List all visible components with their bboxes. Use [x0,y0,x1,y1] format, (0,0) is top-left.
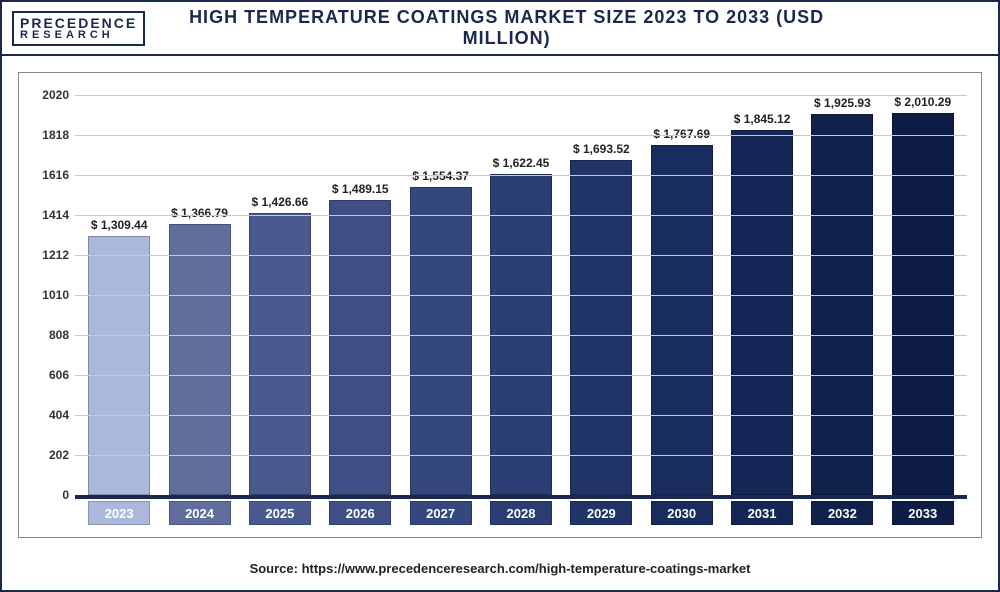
x-category-label: 2032 [811,501,873,525]
data-label: $ 1,845.12 [734,112,791,126]
grid-line [75,455,967,456]
grid-line [75,215,967,216]
x-category: 2032 [802,501,882,531]
x-category-label: 2029 [570,501,632,525]
data-label: $ 1,309.44 [91,218,148,232]
x-category: 2030 [642,501,722,531]
data-label: $ 1,767.69 [653,127,710,141]
y-tick-label: 2020 [27,88,69,102]
x-category-label: 2033 [892,501,954,525]
bar [892,113,954,495]
x-category-label: 2027 [410,501,472,525]
title-wrapper: HIGH TEMPERATURE COATINGS MARKET SIZE 20… [145,7,988,49]
logo-line2: RESEARCH [20,30,137,41]
grid-line [75,375,967,376]
data-label: $ 1,426.66 [252,195,309,209]
y-tick-label: 1414 [27,208,69,222]
y-tick-label: 606 [27,368,69,382]
x-category-label: 2026 [329,501,391,525]
x-category: 2033 [883,501,963,531]
x-category-label: 2031 [731,501,793,525]
bar [410,187,472,495]
y-tick-label: 1616 [27,168,69,182]
header: PRECEDENCE RESEARCH HIGH TEMPERATURE COA… [2,2,998,56]
bar [329,200,391,495]
grid-line [75,95,967,96]
x-category: 2025 [240,501,320,531]
grid-line [75,295,967,296]
x-category: 2031 [722,501,802,531]
chart-frame: PRECEDENCE RESEARCH HIGH TEMPERATURE COA… [0,0,1000,592]
x-category-label: 2028 [490,501,552,525]
logo: PRECEDENCE RESEARCH [12,11,145,46]
y-tick-label: 1212 [27,248,69,262]
x-category: 2023 [79,501,159,531]
x-axis-row: 2023 2024 2025 2026 2027 2028 2029 2030 2031 2032… [75,501,967,531]
data-label: $ 1,489.15 [332,182,389,196]
x-category-label: 2030 [651,501,713,525]
x-category: 2027 [400,501,480,531]
data-label: $ 1,925.93 [814,96,871,110]
data-label: $ 1,366.79 [171,206,228,220]
logo-line1: PRECEDENCE [20,16,137,30]
y-tick-label: 0 [27,488,69,502]
y-tick-label: 202 [27,448,69,462]
grid-line [75,335,967,336]
chart-title: HIGH TEMPERATURE COATINGS MARKET SIZE 20… [145,7,868,49]
source-citation: Source: https://www.precedenceresearch.c… [2,561,998,576]
bar [731,130,793,495]
x-category: 2029 [561,501,641,531]
x-category-label: 2024 [169,501,231,525]
data-label: $ 1,622.45 [493,156,550,170]
grid-line [75,135,967,136]
y-tick-label: 404 [27,408,69,422]
x-category: 2024 [159,501,239,531]
bar [570,160,632,495]
grid-line [75,415,967,416]
grid-line [75,175,967,176]
bar [651,145,713,495]
bar [811,114,873,495]
y-tick-label: 1818 [27,128,69,142]
x-category: 2028 [481,501,561,531]
data-label: $ 1,693.52 [573,142,630,156]
bar [88,236,150,495]
grid-line [75,255,967,256]
x-category: 2026 [320,501,400,531]
y-tick-label: 808 [27,328,69,342]
data-label: $ 2,010.29 [894,95,951,109]
plot-area: $ 1,309.44 $ 1,366.79 $ 1,426.66 $ 1,489.15… [75,95,967,495]
x-category-label: 2023 [88,501,150,525]
data-label: $ 1,554.37 [412,169,469,183]
x-category-label: 2025 [249,501,311,525]
baseline-strip [75,495,967,499]
plot-frame: $ 1,309.44 $ 1,366.79 $ 1,426.66 $ 1,489.15… [18,72,982,538]
y-tick-label: 1010 [27,288,69,302]
